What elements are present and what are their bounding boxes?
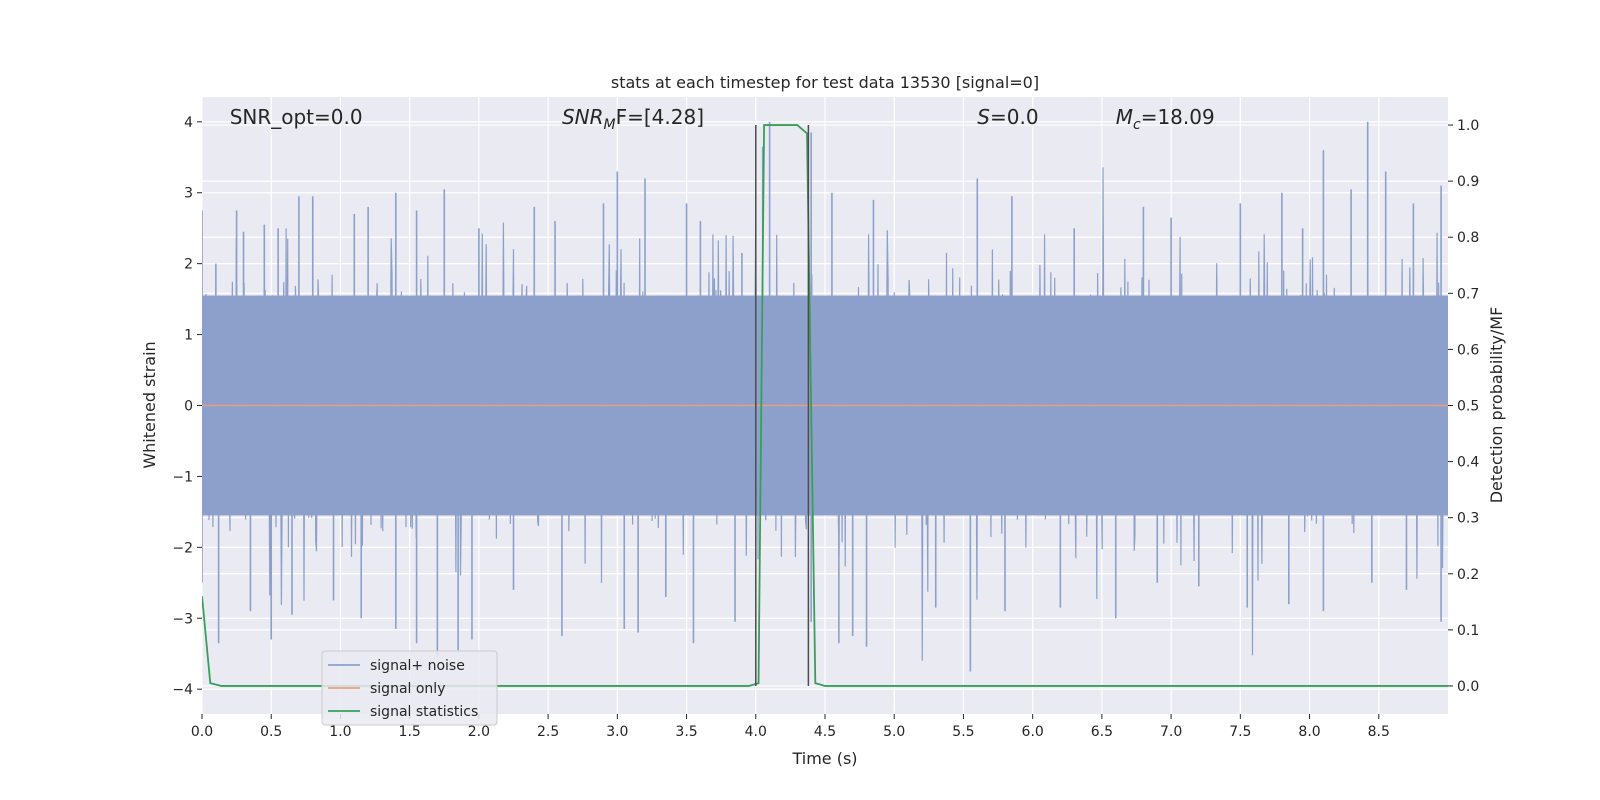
- y-tick-label: −3: [172, 611, 193, 627]
- x-tick-label: 7.5: [1229, 724, 1251, 740]
- x-tick-label: 3.0: [606, 724, 628, 740]
- legend-label: signal+ noise: [370, 658, 465, 674]
- y-tick-label: 2: [184, 257, 193, 273]
- y2-tick-label: 0.3: [1457, 511, 1479, 527]
- x-axis-label: Time (s): [791, 749, 857, 768]
- series-signal-statistics: [202, 124, 1448, 687]
- y2-tick-label: 0.8: [1457, 230, 1479, 246]
- y-tick-label: −2: [172, 540, 193, 556]
- x-tick-label: 6.5: [1091, 724, 1113, 740]
- legend-label: signal statistics: [370, 704, 478, 720]
- y2-tick-label: 0.0: [1457, 679, 1479, 695]
- y-tick-label: −1: [172, 469, 193, 485]
- x-tick-label: 4.5: [814, 724, 836, 740]
- x-tick-label: 3.5: [675, 724, 697, 740]
- y-axis-label: Whitened strain: [140, 341, 159, 468]
- legend: signal+ noise signal only signal statistic…: [321, 650, 498, 726]
- x-tick-label: 1.5: [399, 724, 421, 740]
- annotations: SNR_opt=0.0 SNRMF=[4.28] S=0.0 Mc=18.09: [230, 105, 1215, 133]
- annotation: SNRMF=[4.28]: [562, 105, 704, 133]
- x-tick-label: 0.5: [260, 724, 282, 740]
- y-tick-label: −4: [172, 682, 193, 698]
- y2-tick-label: 0.1: [1457, 623, 1479, 639]
- x-tick-label: 8.5: [1368, 724, 1390, 740]
- series-layer: [202, 121, 1448, 687]
- x-tick-label: 0.0: [191, 724, 213, 740]
- x-tick-label: 2.5: [537, 724, 559, 740]
- y-tick-label: 1: [184, 328, 193, 344]
- ticks: 0.0 0.5 1.0 1.5 2.0 2.5 3.0 3.5 4.0 4.5 5.0 5.5 6.0 6…: [172, 115, 1479, 740]
- y2-tick-label: 0.4: [1457, 455, 1479, 471]
- x-tick-label: 5.5: [952, 724, 974, 740]
- x-tick-label: 8.0: [1298, 724, 1320, 740]
- y-tick-label: 0: [184, 399, 193, 415]
- annotation: Mc=18.09: [1116, 105, 1215, 133]
- legend-label: signal only: [370, 681, 445, 697]
- y2-tick-label: 1.0: [1457, 118, 1479, 134]
- y2-tick-label: 0.2: [1457, 567, 1479, 583]
- x-tick-label: 5.0: [883, 724, 905, 740]
- y2-tick-label: 0.7: [1457, 286, 1479, 302]
- y-tick-label: 4: [184, 115, 193, 131]
- annotation: S=0.0: [977, 105, 1038, 129]
- x-tick-label: 6.0: [1022, 724, 1044, 740]
- x-tick-label: 1.0: [329, 724, 351, 740]
- chart-title: stats at each timestep for test data 135…: [611, 73, 1039, 92]
- x-tick-label: 2.0: [468, 724, 490, 740]
- y2-tick-label: 0.6: [1457, 342, 1479, 358]
- x-tick-label: 7.0: [1160, 724, 1182, 740]
- y2-tick-label: 0.5: [1457, 399, 1479, 415]
- vline-layer: [755, 125, 810, 686]
- y2-tick-label: 0.9: [1457, 174, 1479, 190]
- annotation: SNR_opt=0.0: [230, 105, 363, 129]
- legend-box: [321, 650, 498, 726]
- y2-axis-label: Detection probability/MF: [1487, 307, 1506, 504]
- y-tick-label: 3: [184, 186, 193, 202]
- x-tick-label: 4.0: [745, 724, 767, 740]
